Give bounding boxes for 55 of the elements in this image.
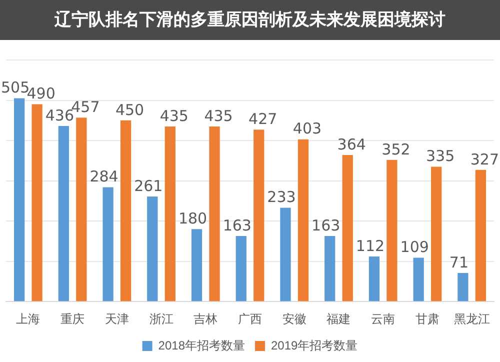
data-label: 71 bbox=[449, 253, 468, 272]
bar bbox=[76, 118, 87, 302]
x-tick-label: 天津 bbox=[104, 312, 129, 326]
bar bbox=[164, 126, 176, 302]
bar bbox=[386, 160, 398, 302]
data-label: 112 bbox=[356, 236, 385, 255]
bar bbox=[368, 256, 380, 302]
x-tick-label: 上海 bbox=[16, 312, 40, 326]
data-label: 435 bbox=[160, 106, 188, 125]
bar bbox=[324, 236, 336, 302]
bar bbox=[147, 196, 158, 302]
x-tick-label: 云南 bbox=[371, 312, 396, 326]
data-label: 233 bbox=[267, 188, 296, 206]
bar bbox=[58, 126, 69, 302]
bar bbox=[475, 170, 486, 302]
chart-title: 辽宁队排名下滑的多重原因剖析及未来发展困境探讨 bbox=[0, 0, 500, 40]
bar bbox=[14, 98, 25, 302]
bar bbox=[413, 258, 424, 302]
bar bbox=[342, 155, 353, 302]
data-label: 335 bbox=[426, 147, 455, 166]
legend-label: 2019年招考数量 bbox=[271, 338, 358, 352]
bar bbox=[120, 120, 132, 302]
data-label: 427 bbox=[248, 110, 278, 128]
data-label: 180 bbox=[178, 210, 208, 228]
bar bbox=[458, 273, 468, 302]
x-tick-label: 黑龙江 bbox=[454, 312, 490, 326]
bar bbox=[298, 139, 309, 302]
data-label: 163 bbox=[222, 216, 252, 234]
x-tick-label: 甘肃 bbox=[415, 312, 440, 326]
data-label: 327 bbox=[470, 150, 500, 168]
bar bbox=[254, 130, 264, 302]
data-label: 403 bbox=[292, 120, 322, 138]
data-label: 109 bbox=[400, 238, 429, 256]
data-label: 284 bbox=[90, 168, 118, 186]
bar bbox=[280, 208, 291, 302]
data-label: 364 bbox=[337, 135, 366, 154]
data-label: 450 bbox=[115, 100, 144, 119]
bar bbox=[209, 126, 220, 302]
legend-label: 2018年招考数量 bbox=[158, 338, 246, 352]
x-tick-label: 吉林 bbox=[194, 312, 218, 326]
bar bbox=[102, 187, 114, 302]
x-tick-label: 重庆 bbox=[60, 312, 85, 326]
data-label: 163 bbox=[312, 216, 340, 234]
x-tick-label: 浙江 bbox=[149, 312, 174, 326]
data-label: 490 bbox=[26, 84, 56, 103]
x-tick-label: 安徽 bbox=[282, 312, 306, 326]
data-label: 352 bbox=[382, 140, 410, 158]
x-tick-label: 福建 bbox=[326, 312, 351, 326]
bar bbox=[431, 166, 442, 302]
bar bbox=[32, 104, 42, 302]
x-tick-label: 广西 bbox=[238, 312, 262, 326]
data-label: 435 bbox=[204, 106, 233, 125]
data-label: 261 bbox=[134, 176, 163, 195]
bar bbox=[236, 236, 246, 302]
bar bbox=[191, 229, 202, 302]
